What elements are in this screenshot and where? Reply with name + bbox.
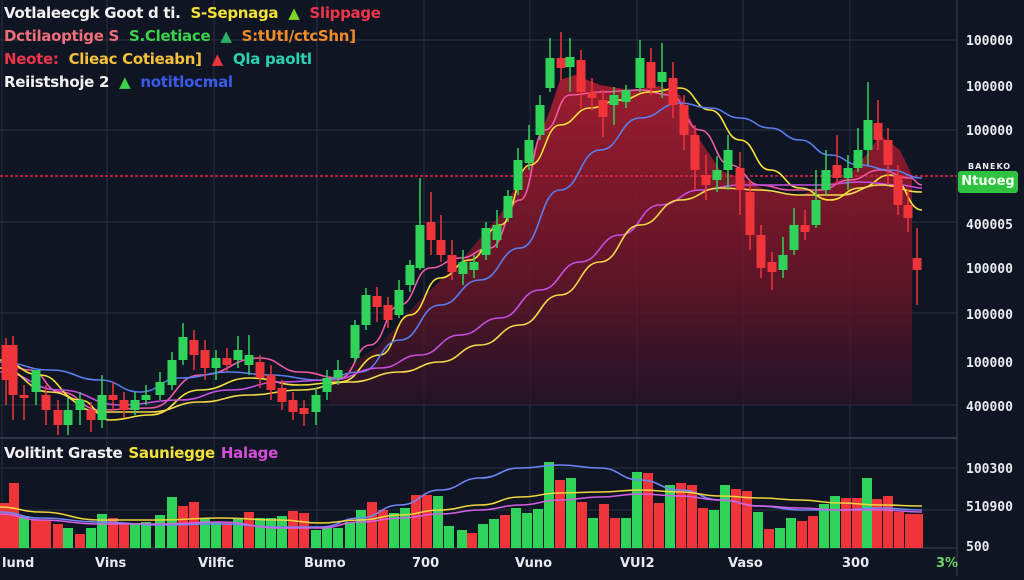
MA-magenta-line <box>0 181 923 406</box>
legend-row-1: Votlaleecgk Goot d ti. S-Sepnaga ▲ Slippage <box>4 2 391 25</box>
moving-average-lines <box>0 87 923 421</box>
time-tick-label: Vins <box>95 556 127 571</box>
price-tick-label: 100000 <box>966 308 1013 323</box>
time-tick-label: VUI2 <box>620 556 655 571</box>
MA-gold-line <box>0 184 923 413</box>
time-tick-label: 3% <box>936 556 959 571</box>
price-tag-caption: BANEKO <box>968 162 1012 171</box>
legend-item[interactable]: S.Cletiace <box>129 27 211 45</box>
time-tick-label: Bumo <box>304 556 346 571</box>
volume-bars <box>0 462 923 548</box>
MA-blue-line <box>0 102 923 393</box>
legend-item[interactable]: Clieac Cotieabn] <box>68 50 202 68</box>
price-tick-label: 400005 <box>966 218 1013 233</box>
price-tick-label: 100000 <box>966 124 1013 139</box>
triangle-icon: ▲ <box>119 73 131 91</box>
triangle-icon: ▲ <box>211 50 224 68</box>
volume-tick-label: 100300 <box>966 462 1013 477</box>
legend-row-3: Neote: Clieac Cotieabn] ▲ Qla paoltl <box>4 48 391 71</box>
price-tick-label: 100000 <box>966 356 1013 371</box>
legend-item[interactable]: Reiistshoje 2 <box>4 73 110 91</box>
volume-moving-averages <box>0 464 923 529</box>
volume-tick-label: 500 <box>966 540 990 555</box>
current-price-tag: Ntuoeg <box>958 171 1018 193</box>
volume-legend: Volitint Graste Sauniegge Halage <box>4 444 284 462</box>
triangle-icon: ▲ <box>288 4 300 22</box>
legend-row-4: Reiistshoje 2 ▲ notitlocmal <box>4 71 391 94</box>
volume-legend-item[interactable]: Halage <box>220 444 278 462</box>
time-tick-label: Vilfic <box>198 556 235 571</box>
time-tick-label: 700 <box>412 556 440 571</box>
MA-pink-line <box>0 89 923 411</box>
time-tick-label: 300 <box>842 556 870 571</box>
time-tick-label: lund <box>2 556 35 571</box>
time-tick-label: Vuno <box>515 556 553 571</box>
triangle-icon: ▲ <box>220 27 232 45</box>
volume-tick-label: 510900 <box>966 500 1013 515</box>
indicator-legend: Votlaleecgk Goot d ti. S-Sepnaga ▲ Slippage… <box>4 2 391 94</box>
legend-item[interactable]: Dctilaoptige S <box>4 27 120 45</box>
price-tick-label: 100000 <box>966 80 1013 95</box>
legend-item[interactable]: S:tUtI/ctcShn] <box>241 27 356 45</box>
legend-row-2: Dctilaoptige S S.Cletiace ▲ S:tUtI/ctcShn] <box>4 25 391 48</box>
price-tick-label: 400000 <box>966 400 1013 415</box>
legend-item[interactable]: S-Sepnaga <box>190 4 279 22</box>
legend-item[interactable]: Neote: <box>4 50 59 68</box>
legend-item[interactable]: Slippage <box>309 4 381 22</box>
volume-legend-item[interactable]: Sauniegge <box>128 444 215 462</box>
volume-legend-title[interactable]: Volitint Graste <box>4 444 123 462</box>
time-tick-label: Vaso <box>728 556 763 571</box>
price-area-fill <box>330 75 912 405</box>
legend-item[interactable]: Votlaleecgk Goot d ti. <box>4 4 181 22</box>
price-tick-label: 100000 <box>966 262 1013 277</box>
legend-item[interactable]: Qla paoltl <box>232 50 312 68</box>
price-tick-label: 100000 <box>966 34 1013 49</box>
legend-item[interactable]: notitlocmal <box>140 73 233 91</box>
candlesticks <box>1 32 922 435</box>
